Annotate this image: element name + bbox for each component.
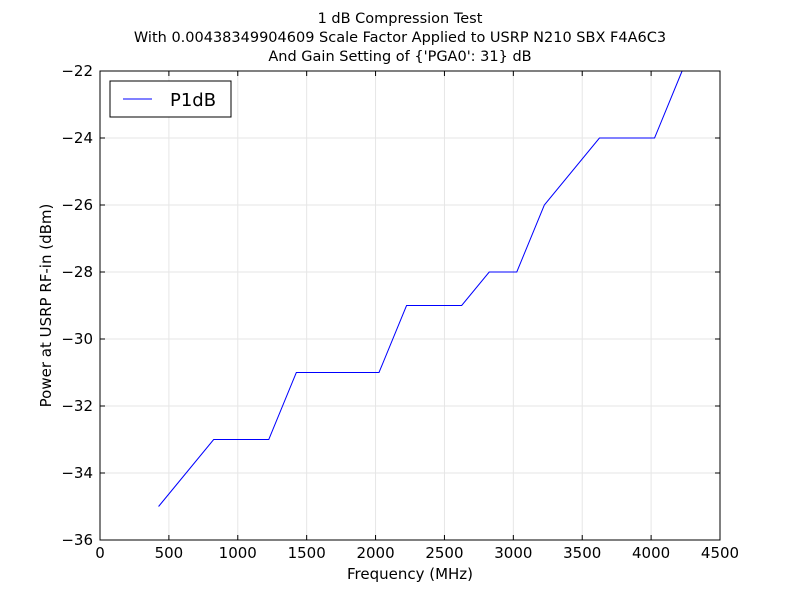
y-tick-label: −32 (61, 397, 93, 415)
series-group (158, 70, 683, 507)
x-tick-label: 4000 (632, 544, 670, 562)
y-tick-label: −26 (61, 196, 93, 214)
x-tick-label: 2500 (425, 544, 463, 562)
chart-title: 1 dB Compression Test With 0.004383499046… (134, 11, 666, 65)
x-tick-label: 3500 (563, 544, 601, 562)
y-tick-label: −34 (61, 464, 93, 482)
title-line-2: With 0.00438349904609 Scale Factor Appli… (134, 30, 666, 46)
plot-frame (99, 70, 721, 541)
y-tick-label: −24 (61, 129, 93, 147)
x-tick-label: 4500 (701, 544, 739, 562)
x-axis-label: Frequency (MHz) (347, 565, 473, 583)
x-tick-label: 0 (95, 544, 105, 562)
x-tick-label: 1000 (219, 544, 257, 562)
y-tick-label: −22 (61, 62, 93, 80)
legend-label: P1dB (170, 90, 216, 111)
x-tick-label: 2000 (356, 544, 394, 562)
legend: P1dB (109, 80, 232, 118)
title-line-1: 1 dB Compression Test (318, 11, 483, 27)
axis-ticks: 0 500 1000 1500 2000 2500 3000 3500 4000 4500 −36 −… (61, 62, 739, 562)
y-axis-label: Power at USRP RF-in (dBm) (37, 204, 55, 408)
x-tick-label: 1500 (288, 544, 326, 562)
title-line-3: And Gain Setting of {'PGA0': 31} dB (268, 49, 531, 65)
x-tick-label: 500 (155, 544, 184, 562)
series-line-p1db (158, 70, 683, 507)
x-tick-label: 3000 (494, 544, 532, 562)
y-tick-label: −28 (61, 263, 93, 281)
y-tick-label: −36 (61, 531, 93, 549)
y-tick-label: −30 (61, 330, 93, 348)
